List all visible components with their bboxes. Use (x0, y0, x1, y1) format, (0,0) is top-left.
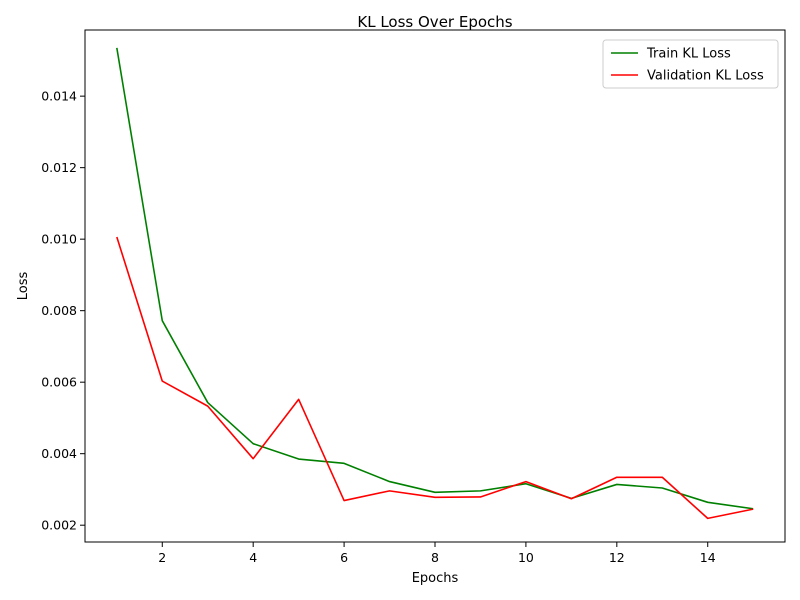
x-tick-label: 14 (700, 550, 716, 565)
y-tick-label: 0.010 (41, 232, 77, 247)
y-axis-label: Loss (16, 272, 31, 301)
x-axis-ticks: 2 4 6 8 10 12 14 (158, 542, 716, 565)
x-tick-label: 12 (609, 550, 625, 565)
y-tick-label: 0.006 (41, 375, 77, 390)
train-kl-loss-line (116, 47, 754, 510)
y-axis-ticks: 0.002 0.004 0.006 0.008 0.010 0.012 0.014 (41, 89, 85, 533)
legend-box (602, 39, 779, 89)
y-tick-label: 0.012 (41, 160, 77, 175)
plot-area (116, 47, 754, 520)
legend: Train KL Loss Validation KL Loss (602, 39, 779, 89)
x-tick-label: 2 (158, 550, 166, 565)
legend-train-label: Train KL Loss (646, 47, 731, 62)
x-tick-label: 8 (431, 550, 439, 565)
x-axis-label: Epochs (412, 571, 459, 586)
y-tick-label: 0.014 (41, 89, 77, 104)
y-tick-label: 0.002 (41, 518, 77, 533)
x-tick-label: 10 (518, 550, 534, 565)
y-tick-label: 0.008 (41, 303, 77, 318)
y-tick-label: 0.004 (41, 446, 77, 461)
legend-validation-label: Validation KL Loss (647, 69, 764, 84)
x-tick-label: 4 (249, 550, 257, 565)
validation-kl-loss-line (116, 236, 754, 520)
chart-title: KL Loss Over Epochs (357, 13, 512, 31)
x-tick-label: 6 (340, 550, 348, 565)
